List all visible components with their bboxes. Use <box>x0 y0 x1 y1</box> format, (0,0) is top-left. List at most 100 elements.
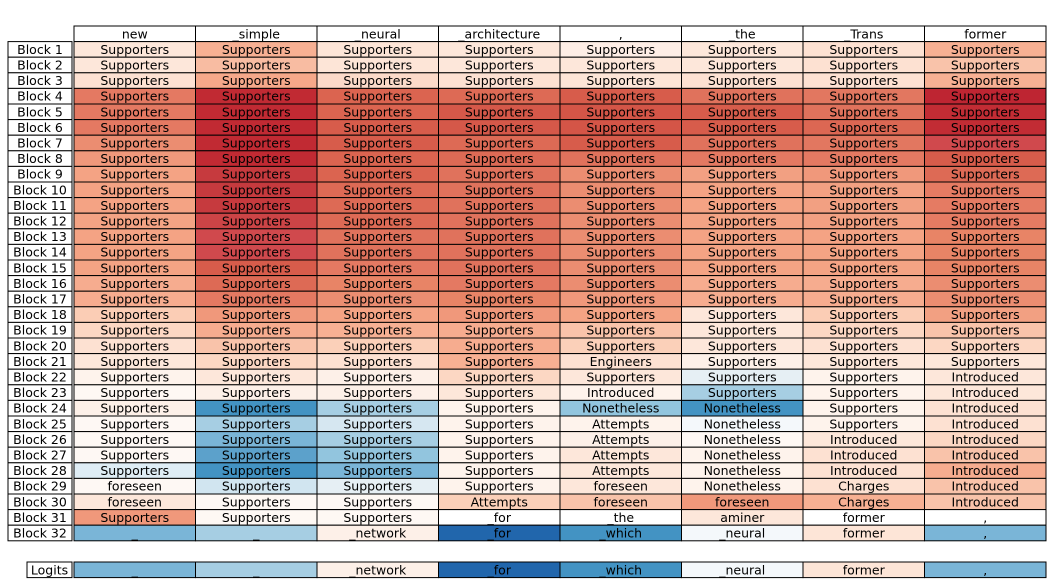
heatmap-cell-token: Supporters <box>708 89 777 104</box>
heatmap-cell-token: Supporters <box>465 385 534 400</box>
row-label: Block 32 <box>13 526 67 541</box>
column-header-label: _neural <box>354 26 401 41</box>
heatmap-cell-token: Nonetheless <box>704 401 781 416</box>
heatmap-cell-token: Supporters <box>951 307 1020 322</box>
heatmap-cell-token: foreseen <box>715 494 769 509</box>
heatmap-cell-token: Supporters <box>465 401 534 416</box>
heatmap-cell-token: Supporters <box>708 182 777 197</box>
heatmap-cell-token: Supporters <box>222 120 291 135</box>
heatmap-cell-token: Supporters <box>343 385 412 400</box>
heatmap-cell-token: Supporters <box>100 260 169 275</box>
row-label: Block 23 <box>13 385 67 400</box>
heatmap-cell-token: Supporters <box>343 494 412 509</box>
heatmap-cell-token: Supporters <box>343 479 412 494</box>
heatmap-cell-token: Supporters <box>222 73 291 88</box>
row-label: Block 30 <box>13 494 67 509</box>
heatmap-cell-token: Supporters <box>100 432 169 447</box>
heatmap-cell-token: Supporters <box>222 432 291 447</box>
heatmap-cell-token: Supporters <box>343 89 412 104</box>
heatmap-cell-token: Supporters <box>465 354 534 369</box>
heatmap-cell-token: Supporters <box>951 42 1020 57</box>
heatmap-cell-token: Supporters <box>343 292 412 307</box>
heatmap-cell-token: Supporters <box>465 120 534 135</box>
heatmap-cell-token: Supporters <box>586 229 655 244</box>
heatmap-cell-token: Nonetheless <box>704 432 781 447</box>
heatmap-cell-token: Attempts <box>592 432 649 447</box>
heatmap-cell-token: Supporters <box>465 370 534 385</box>
logits-label-cell <box>26 561 73 579</box>
column-header-label: _Trans <box>843 26 883 41</box>
row-label: Block 3 <box>17 73 63 88</box>
row-label: Block 20 <box>13 338 67 353</box>
column-header-label: new <box>122 26 148 41</box>
heatmap-cell-token: Supporters <box>222 260 291 275</box>
heatmap-cell-token: Supporters <box>708 307 777 322</box>
heatmap-cell-token: Nonetheless <box>582 401 659 416</box>
heatmap-cell-token: Supporters <box>100 354 169 369</box>
heatmap-cell-token: Supporters <box>222 58 291 73</box>
logits-row-group: Logits _ _ _network _for _which _neural former, <box>26 561 1047 579</box>
heatmap-cell-token: Supporters <box>100 42 169 57</box>
heatmap-cell-token: Supporters <box>343 260 412 275</box>
heatmap-cell-token: Supporters <box>829 323 898 338</box>
heatmap-cell-token: Supporters <box>465 182 534 197</box>
row-label: Block 4 <box>17 89 63 104</box>
heatmap-cell-token: Introduced <box>830 448 897 463</box>
heatmap-cell-token: Supporters <box>465 479 534 494</box>
column-header-label: _the <box>728 26 756 41</box>
heatmap-cell-token: Supporters <box>951 214 1020 229</box>
heatmap-cell-token: Supporters <box>100 401 169 416</box>
row-label: Block 16 <box>13 276 67 291</box>
logits-cell-token: _ <box>252 562 260 577</box>
heatmap-cell-token: Supporters <box>586 167 655 182</box>
row-label: Block 25 <box>13 416 67 431</box>
heatmap-cell-token: Supporters <box>100 385 169 400</box>
heatmap-cell-token: Supporters <box>222 89 291 104</box>
heatmap-cell-token: Supporters <box>708 354 777 369</box>
heatmap-cell-token: Supporters <box>100 214 169 229</box>
row-label: Block 24 <box>13 401 67 416</box>
heatmap-cell-token: Supporters <box>100 120 169 135</box>
row-label: Block 17 <box>13 292 67 307</box>
heatmap-cell-token: Supporters <box>222 354 291 369</box>
heatmap-cell-token: Supporters <box>222 182 291 197</box>
heatmap-cell-token: Supporters <box>829 416 898 431</box>
heatmap-cell-token: former <box>843 526 886 541</box>
heatmap-cell-token: Supporters <box>586 182 655 197</box>
row-label: Block 9 <box>17 167 63 182</box>
heatmap-cell-token: Supporters <box>708 323 777 338</box>
row-label: Block 15 <box>13 260 67 275</box>
heatmap-cell-token: Supporters <box>100 448 169 463</box>
heatmap-cell-token: Supporters <box>586 151 655 166</box>
heatmap-cell-token: Supporters <box>465 229 534 244</box>
heatmap-cell-token: Supporters <box>708 276 777 291</box>
heatmap-cell-token: Supporters <box>222 370 291 385</box>
heatmap-cell-token: Supporters <box>465 416 534 431</box>
logits-cell <box>924 561 1047 579</box>
heatmap-cell-token: Supporters <box>100 416 169 431</box>
heatmap-cell-token: Supporters <box>951 245 1020 260</box>
heatmap-cell-token: Attempts <box>592 416 649 431</box>
heatmap-cell-token: Supporters <box>100 463 169 478</box>
heatmap-cell-token: Supporters <box>829 182 898 197</box>
heatmap-cell-token: former <box>843 510 886 525</box>
row-label: Block 29 <box>13 479 67 494</box>
heatmap-cell-token: Supporters <box>100 73 169 88</box>
heatmap-cell-token: Nonetheless <box>704 479 781 494</box>
heatmap-cell-token: Supporters <box>951 120 1020 135</box>
heatmap-cell-token: Supporters <box>343 229 412 244</box>
heatmap-cell-token: Introduced <box>952 463 1019 478</box>
heatmap-cell-token: Supporters <box>343 276 412 291</box>
heatmap-cell-token: Supporters <box>586 338 655 353</box>
heatmap-cell-token: Supporters <box>343 463 412 478</box>
heatmap-cell-token: Supporters <box>100 182 169 197</box>
column-header-label: , <box>619 26 623 41</box>
heatmap-cell-token: Supporters <box>222 104 291 119</box>
heatmap-cell-token: Supporters <box>829 401 898 416</box>
heatmap-cell-token: Supporters <box>708 136 777 151</box>
heatmap-cell-token: Supporters <box>343 338 412 353</box>
heatmap-cell-token: Supporters <box>708 385 777 400</box>
heatmap-cell-token: Supporters <box>222 510 291 525</box>
